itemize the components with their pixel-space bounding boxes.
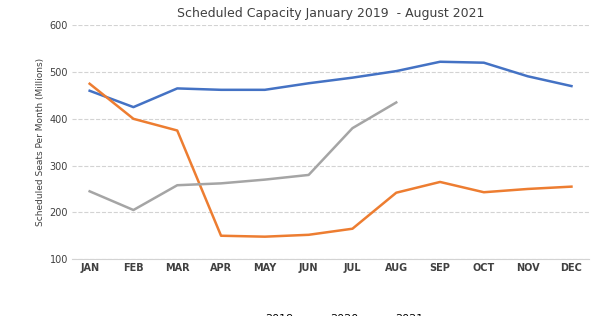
Y-axis label: Scheduled Seats Per Month (Millions): Scheduled Seats Per Month (Millions) bbox=[36, 58, 45, 226]
Title: Scheduled Capacity January 2019  - August 2021: Scheduled Capacity January 2019 - August… bbox=[177, 7, 484, 20]
2020 bbox=[392, 191, 400, 195]
2019 bbox=[261, 88, 269, 92]
2021 bbox=[305, 173, 313, 177]
2019 bbox=[174, 87, 181, 90]
2020 bbox=[480, 190, 487, 194]
2019 bbox=[524, 74, 531, 78]
2021 bbox=[218, 181, 225, 185]
Line: 2021: 2021 bbox=[90, 102, 396, 210]
2021 bbox=[261, 178, 269, 181]
2020 bbox=[349, 227, 356, 231]
2020 bbox=[174, 129, 181, 132]
Legend: 2019, 2020, 2021: 2019, 2020, 2021 bbox=[233, 309, 428, 316]
2021 bbox=[130, 208, 137, 212]
2019 bbox=[130, 105, 137, 109]
2020 bbox=[261, 235, 269, 239]
2020 bbox=[218, 234, 225, 238]
2019 bbox=[436, 60, 444, 64]
2021 bbox=[392, 100, 400, 104]
2021 bbox=[174, 183, 181, 187]
2019 bbox=[305, 82, 313, 85]
2021 bbox=[349, 126, 356, 130]
Line: 2019: 2019 bbox=[90, 62, 572, 107]
2019 bbox=[392, 69, 400, 73]
2019 bbox=[480, 61, 487, 64]
2019 bbox=[349, 76, 356, 80]
2019 bbox=[86, 89, 93, 93]
2020 bbox=[524, 187, 531, 191]
2019 bbox=[568, 84, 575, 88]
2021 bbox=[86, 189, 93, 193]
2020 bbox=[568, 185, 575, 189]
2019 bbox=[218, 88, 225, 92]
2020 bbox=[86, 82, 93, 86]
2020 bbox=[305, 233, 313, 237]
2020 bbox=[436, 180, 444, 184]
Line: 2020: 2020 bbox=[90, 84, 572, 237]
2020 bbox=[130, 117, 137, 121]
